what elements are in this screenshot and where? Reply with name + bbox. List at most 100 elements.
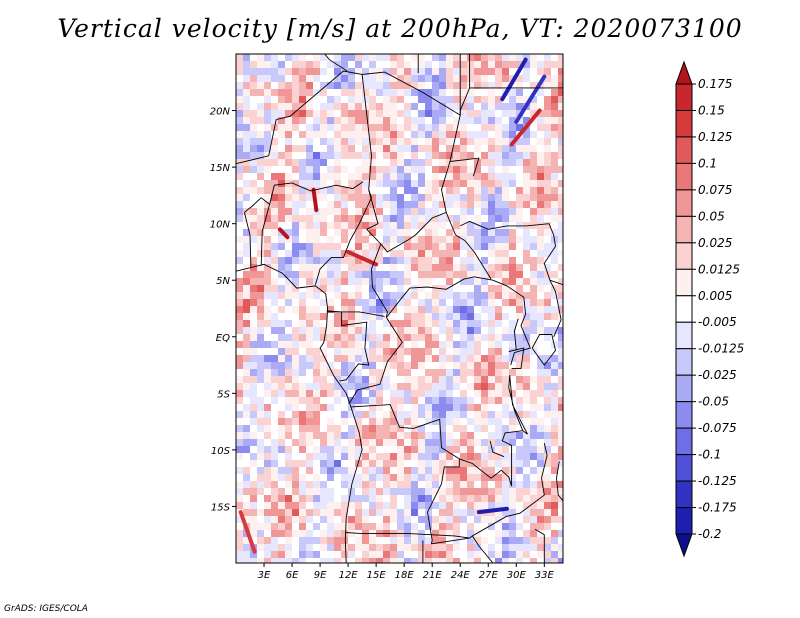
field-cell xyxy=(530,334,537,341)
field-cell xyxy=(418,250,425,257)
field-cell xyxy=(292,453,299,460)
field-cell xyxy=(334,250,341,257)
field-cell xyxy=(558,460,563,467)
field-cell xyxy=(509,327,516,334)
field-cell xyxy=(327,432,334,439)
field-cell xyxy=(376,229,383,236)
field-cell xyxy=(327,439,334,446)
field-cell xyxy=(334,474,341,481)
field-cell xyxy=(495,124,502,131)
field-cell xyxy=(516,278,523,285)
field-cell xyxy=(313,369,320,376)
field-cell xyxy=(523,187,530,194)
field-cell xyxy=(250,474,257,481)
field-cell xyxy=(516,229,523,236)
field-cell xyxy=(481,558,488,563)
field-cell xyxy=(264,82,271,89)
field-cell xyxy=(271,425,278,432)
field-cell xyxy=(271,453,278,460)
field-cell xyxy=(313,110,320,117)
field-cell xyxy=(271,362,278,369)
field-cell xyxy=(257,551,264,558)
field-cell xyxy=(509,537,516,544)
border-line xyxy=(449,157,480,177)
lon-label: 27E xyxy=(479,570,499,581)
field-cell xyxy=(418,453,425,460)
field-cell xyxy=(320,264,327,271)
field-cell xyxy=(474,558,481,563)
field-cell xyxy=(439,348,446,355)
field-cell xyxy=(432,187,439,194)
field-cell xyxy=(236,96,243,103)
field-cell xyxy=(509,89,516,96)
field-cell xyxy=(446,558,453,563)
field-cell xyxy=(243,236,250,243)
field-cell xyxy=(404,257,411,264)
field-cell xyxy=(537,138,544,145)
field-cell xyxy=(236,145,243,152)
field-cell xyxy=(474,145,481,152)
field-cell xyxy=(502,383,509,390)
field-cell xyxy=(236,460,243,467)
field-cell xyxy=(390,124,397,131)
field-cell xyxy=(418,411,425,418)
field-cell xyxy=(390,173,397,180)
field-cell xyxy=(411,544,418,551)
field-cell xyxy=(348,194,355,201)
field-cell xyxy=(530,194,537,201)
field-cell xyxy=(453,376,460,383)
field-cell xyxy=(446,474,453,481)
field-cell xyxy=(453,453,460,460)
field-cell xyxy=(320,285,327,292)
field-cell xyxy=(418,516,425,523)
field-cell xyxy=(292,159,299,166)
field-cell xyxy=(355,474,362,481)
field-cell xyxy=(411,180,418,187)
field-cell xyxy=(376,362,383,369)
field-cell xyxy=(334,201,341,208)
field-cell xyxy=(530,103,537,110)
field-cell xyxy=(243,152,250,159)
field-cell xyxy=(558,131,563,138)
field-cell xyxy=(453,89,460,96)
field-cell xyxy=(376,292,383,299)
field-cell xyxy=(278,187,285,194)
field-cell xyxy=(376,369,383,376)
field-cell xyxy=(299,264,306,271)
field-cell xyxy=(243,257,250,264)
field-cell xyxy=(355,481,362,488)
border-line xyxy=(508,375,528,435)
colorbar-label: -0.125 xyxy=(698,474,737,488)
field-cell xyxy=(341,376,348,383)
field-cell xyxy=(369,131,376,138)
field-cell xyxy=(404,264,411,271)
field-cell xyxy=(327,243,334,250)
field-cell xyxy=(432,103,439,110)
field-cell xyxy=(488,222,495,229)
field-cell xyxy=(306,502,313,509)
field-cell xyxy=(523,271,530,278)
field-cell xyxy=(397,362,404,369)
field-cell xyxy=(488,397,495,404)
field-cell xyxy=(411,369,418,376)
field-cell xyxy=(516,250,523,257)
field-cell xyxy=(313,292,320,299)
field-cell xyxy=(278,439,285,446)
field-cell xyxy=(306,334,313,341)
field-cell xyxy=(313,124,320,131)
field-cell xyxy=(376,257,383,264)
field-cell xyxy=(264,369,271,376)
field-cell xyxy=(362,481,369,488)
field-cell xyxy=(537,446,544,453)
field-cell xyxy=(285,278,292,285)
field-cell xyxy=(313,460,320,467)
field-cell xyxy=(320,425,327,432)
field-cell xyxy=(355,180,362,187)
field-cell xyxy=(439,481,446,488)
field-cell xyxy=(299,558,306,563)
field-cell xyxy=(320,222,327,229)
field-cell xyxy=(537,89,544,96)
field-cell xyxy=(390,278,397,285)
field-cell xyxy=(467,152,474,159)
field-cell xyxy=(355,446,362,453)
